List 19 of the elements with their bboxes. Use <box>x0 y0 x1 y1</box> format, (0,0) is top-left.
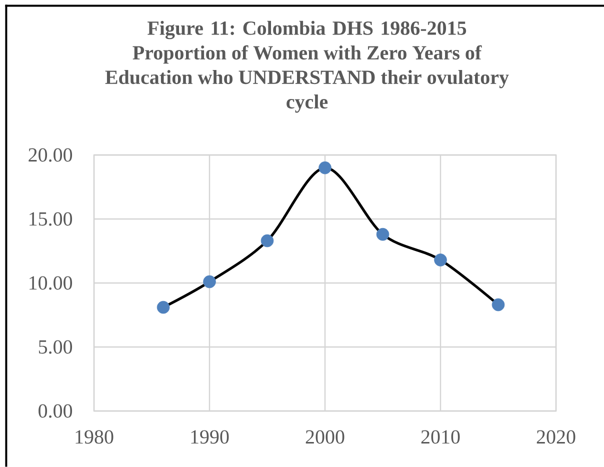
y-tick-label: 15.00 <box>30 212 72 226</box>
y-tick-label: 10.00 <box>30 276 72 290</box>
x-tick-label: 2000 <box>306 430 344 444</box>
x-tick-label: 1980 <box>76 430 114 444</box>
point <box>203 275 216 288</box>
y-tick-label: 0.00 <box>38 404 72 418</box>
y-tick-label: 5.00 <box>38 340 72 354</box>
point <box>156 300 170 314</box>
point <box>492 298 505 312</box>
chart-title: Figure 11: Colombia DHS 1986-2015 <box>148 20 466 40</box>
x-tick-label: 2020 <box>536 430 576 444</box>
y-tick-label: 20.00 <box>28 148 72 162</box>
point <box>318 161 332 174</box>
chart-subtitle: Proportion of Women with Zero Years of Education who UNDERSTAND their ovulatory cycle <box>105 45 509 113</box>
point <box>260 234 274 248</box>
x-tick-label: 1990 <box>191 430 229 444</box>
point <box>376 228 390 241</box>
x-tick-label: 2010 <box>421 430 460 444</box>
point <box>434 254 447 266</box>
